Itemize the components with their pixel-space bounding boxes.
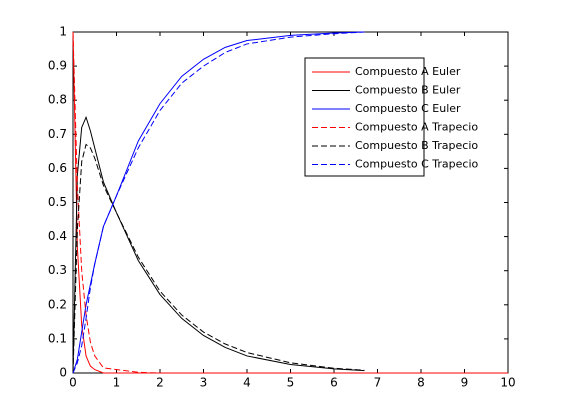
y-tick-label: 0.2 [48,297,67,311]
series-line [72,143,365,374]
y-tick-label: 0.4 [48,229,67,243]
y-tick-label: 0.1 [48,331,67,345]
legend-label: Compuesto C Trapecio [355,158,479,171]
legend-label: Compuesto A Euler [355,65,461,78]
legend-label: Compuesto A Trapecio [355,121,478,134]
x-tick-label: 0 [69,376,77,390]
legend-label: Compuesto B Euler [355,84,461,97]
legend-box [304,57,425,177]
plot-area [72,31,509,374]
series-line [72,31,365,374]
x-tick-label: 1 [113,376,121,390]
series-line [72,31,365,374]
x-tick-label: 3 [200,376,208,390]
y-tick-label: 1 [59,25,67,39]
y-tick-label: 0.9 [48,59,67,73]
x-tick-label: 7 [374,376,382,390]
x-tick-label: 6 [330,376,338,390]
y-tick-label: 0 [59,366,67,380]
x-tick-label: 9 [461,376,469,390]
y-tick-label: 0.7 [48,127,67,141]
y-tick-label: 0.8 [48,93,67,107]
legend-label: Compuesto B Trapecio [355,139,478,152]
x-tick-label: 5 [287,376,295,390]
y-tick-label: 0.6 [48,161,67,175]
y-tick-label: 0.5 [48,195,67,209]
x-tick-label: 8 [417,376,425,390]
series-line [72,115,365,374]
legend: Compuesto A Euler Compuesto B Euler Compue… [304,57,479,177]
x-tick-label: 2 [156,376,164,390]
legend-label: Compuesto C Euler [355,102,461,115]
x-tick-label: 10 [500,376,515,390]
x-tick-label: 4 [243,376,251,390]
y-tick-label: 0.3 [48,263,67,277]
